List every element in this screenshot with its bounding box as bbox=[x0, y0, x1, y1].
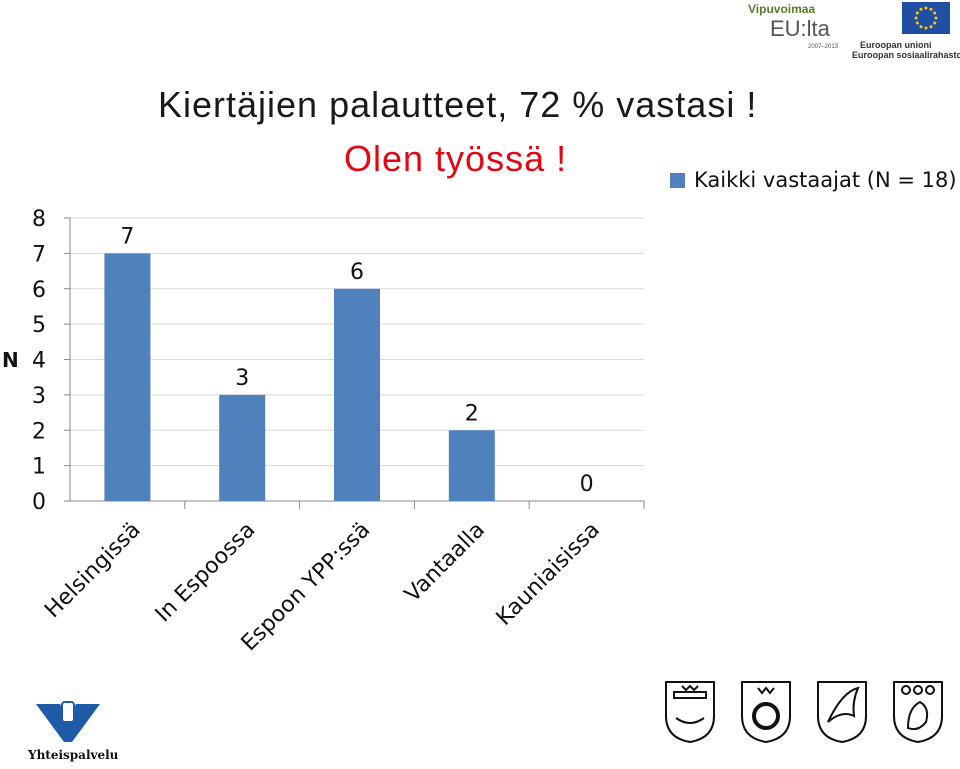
y-tick-label: 5 bbox=[32, 313, 46, 338]
y-tick-label: 0 bbox=[32, 490, 46, 515]
yhteispalvelu-emblem-icon bbox=[36, 701, 100, 742]
vipuvoimaa-logo: Vipuvoimaa EU:lta 2007–2013 bbox=[748, 2, 840, 56]
vantaa-crest-icon bbox=[814, 678, 870, 744]
bar bbox=[219, 394, 266, 501]
y-tick-label: 3 bbox=[32, 384, 46, 409]
bar bbox=[334, 288, 380, 501]
page-subtitle: Olen työssä ! bbox=[344, 138, 568, 179]
chart-legend: Kaikki vastaajat (N = 18) bbox=[670, 168, 957, 192]
yhteispalvelu-logo: Yhteispalvelu bbox=[28, 700, 118, 766]
category-label: Kauniaisissa bbox=[492, 518, 605, 631]
y-tick-label: 6 bbox=[32, 278, 46, 303]
data-label: 0 bbox=[580, 472, 594, 497]
y-tick-label: 7 bbox=[32, 242, 46, 267]
eu-logo: Euroopan unioni Euroopan sosiaalirahasto bbox=[852, 2, 960, 62]
bar bbox=[448, 430, 495, 501]
bar-chart: 0 1 2 3 4 5 6 7 8 N 7 Helsingissä 3 In Espoossa 6 Espoo… bbox=[2, 207, 645, 657]
vipuvoimaa-logo-years: 2007–2013 bbox=[808, 44, 839, 50]
y-tick-label: 8 bbox=[32, 207, 46, 232]
y-axis-label: N bbox=[2, 348, 19, 372]
yhteispalvelu-label: Yhteispalvelu bbox=[28, 748, 119, 762]
espoo-crest-icon bbox=[738, 678, 794, 744]
kauniainen-crest-icon bbox=[890, 678, 946, 744]
category-label: Espoon YPP:ssä bbox=[237, 518, 376, 657]
bar bbox=[104, 253, 151, 501]
category-label: In Espoossa bbox=[151, 518, 261, 628]
data-label: 2 bbox=[465, 401, 479, 426]
eu-flag-icon bbox=[902, 2, 950, 34]
eu-logo-line1: Euroopan unioni bbox=[860, 40, 932, 50]
category-label: Helsingissä bbox=[40, 518, 146, 624]
helsinki-crest-icon bbox=[662, 678, 718, 744]
data-label: 3 bbox=[235, 366, 249, 391]
data-label: 7 bbox=[120, 224, 134, 249]
page-title: Kiertäjien palautteet, 72 % vastasi ! bbox=[158, 84, 758, 125]
eu-logo-line2: Euroopan sosiaalirahasto bbox=[852, 50, 960, 60]
legend-swatch bbox=[670, 172, 685, 188]
legend-label: Kaikki vastaajat (N = 18) bbox=[694, 168, 957, 192]
vipuvoimaa-logo-main: EU:lta bbox=[770, 16, 830, 41]
y-tick-label: 2 bbox=[32, 419, 46, 444]
data-label: 6 bbox=[350, 260, 364, 285]
category-label: Vantaalla bbox=[400, 518, 490, 608]
y-tick-label: 4 bbox=[32, 349, 46, 374]
vipuvoimaa-logo-top: Vipuvoimaa bbox=[748, 2, 816, 16]
y-tick-label: 1 bbox=[32, 455, 46, 480]
